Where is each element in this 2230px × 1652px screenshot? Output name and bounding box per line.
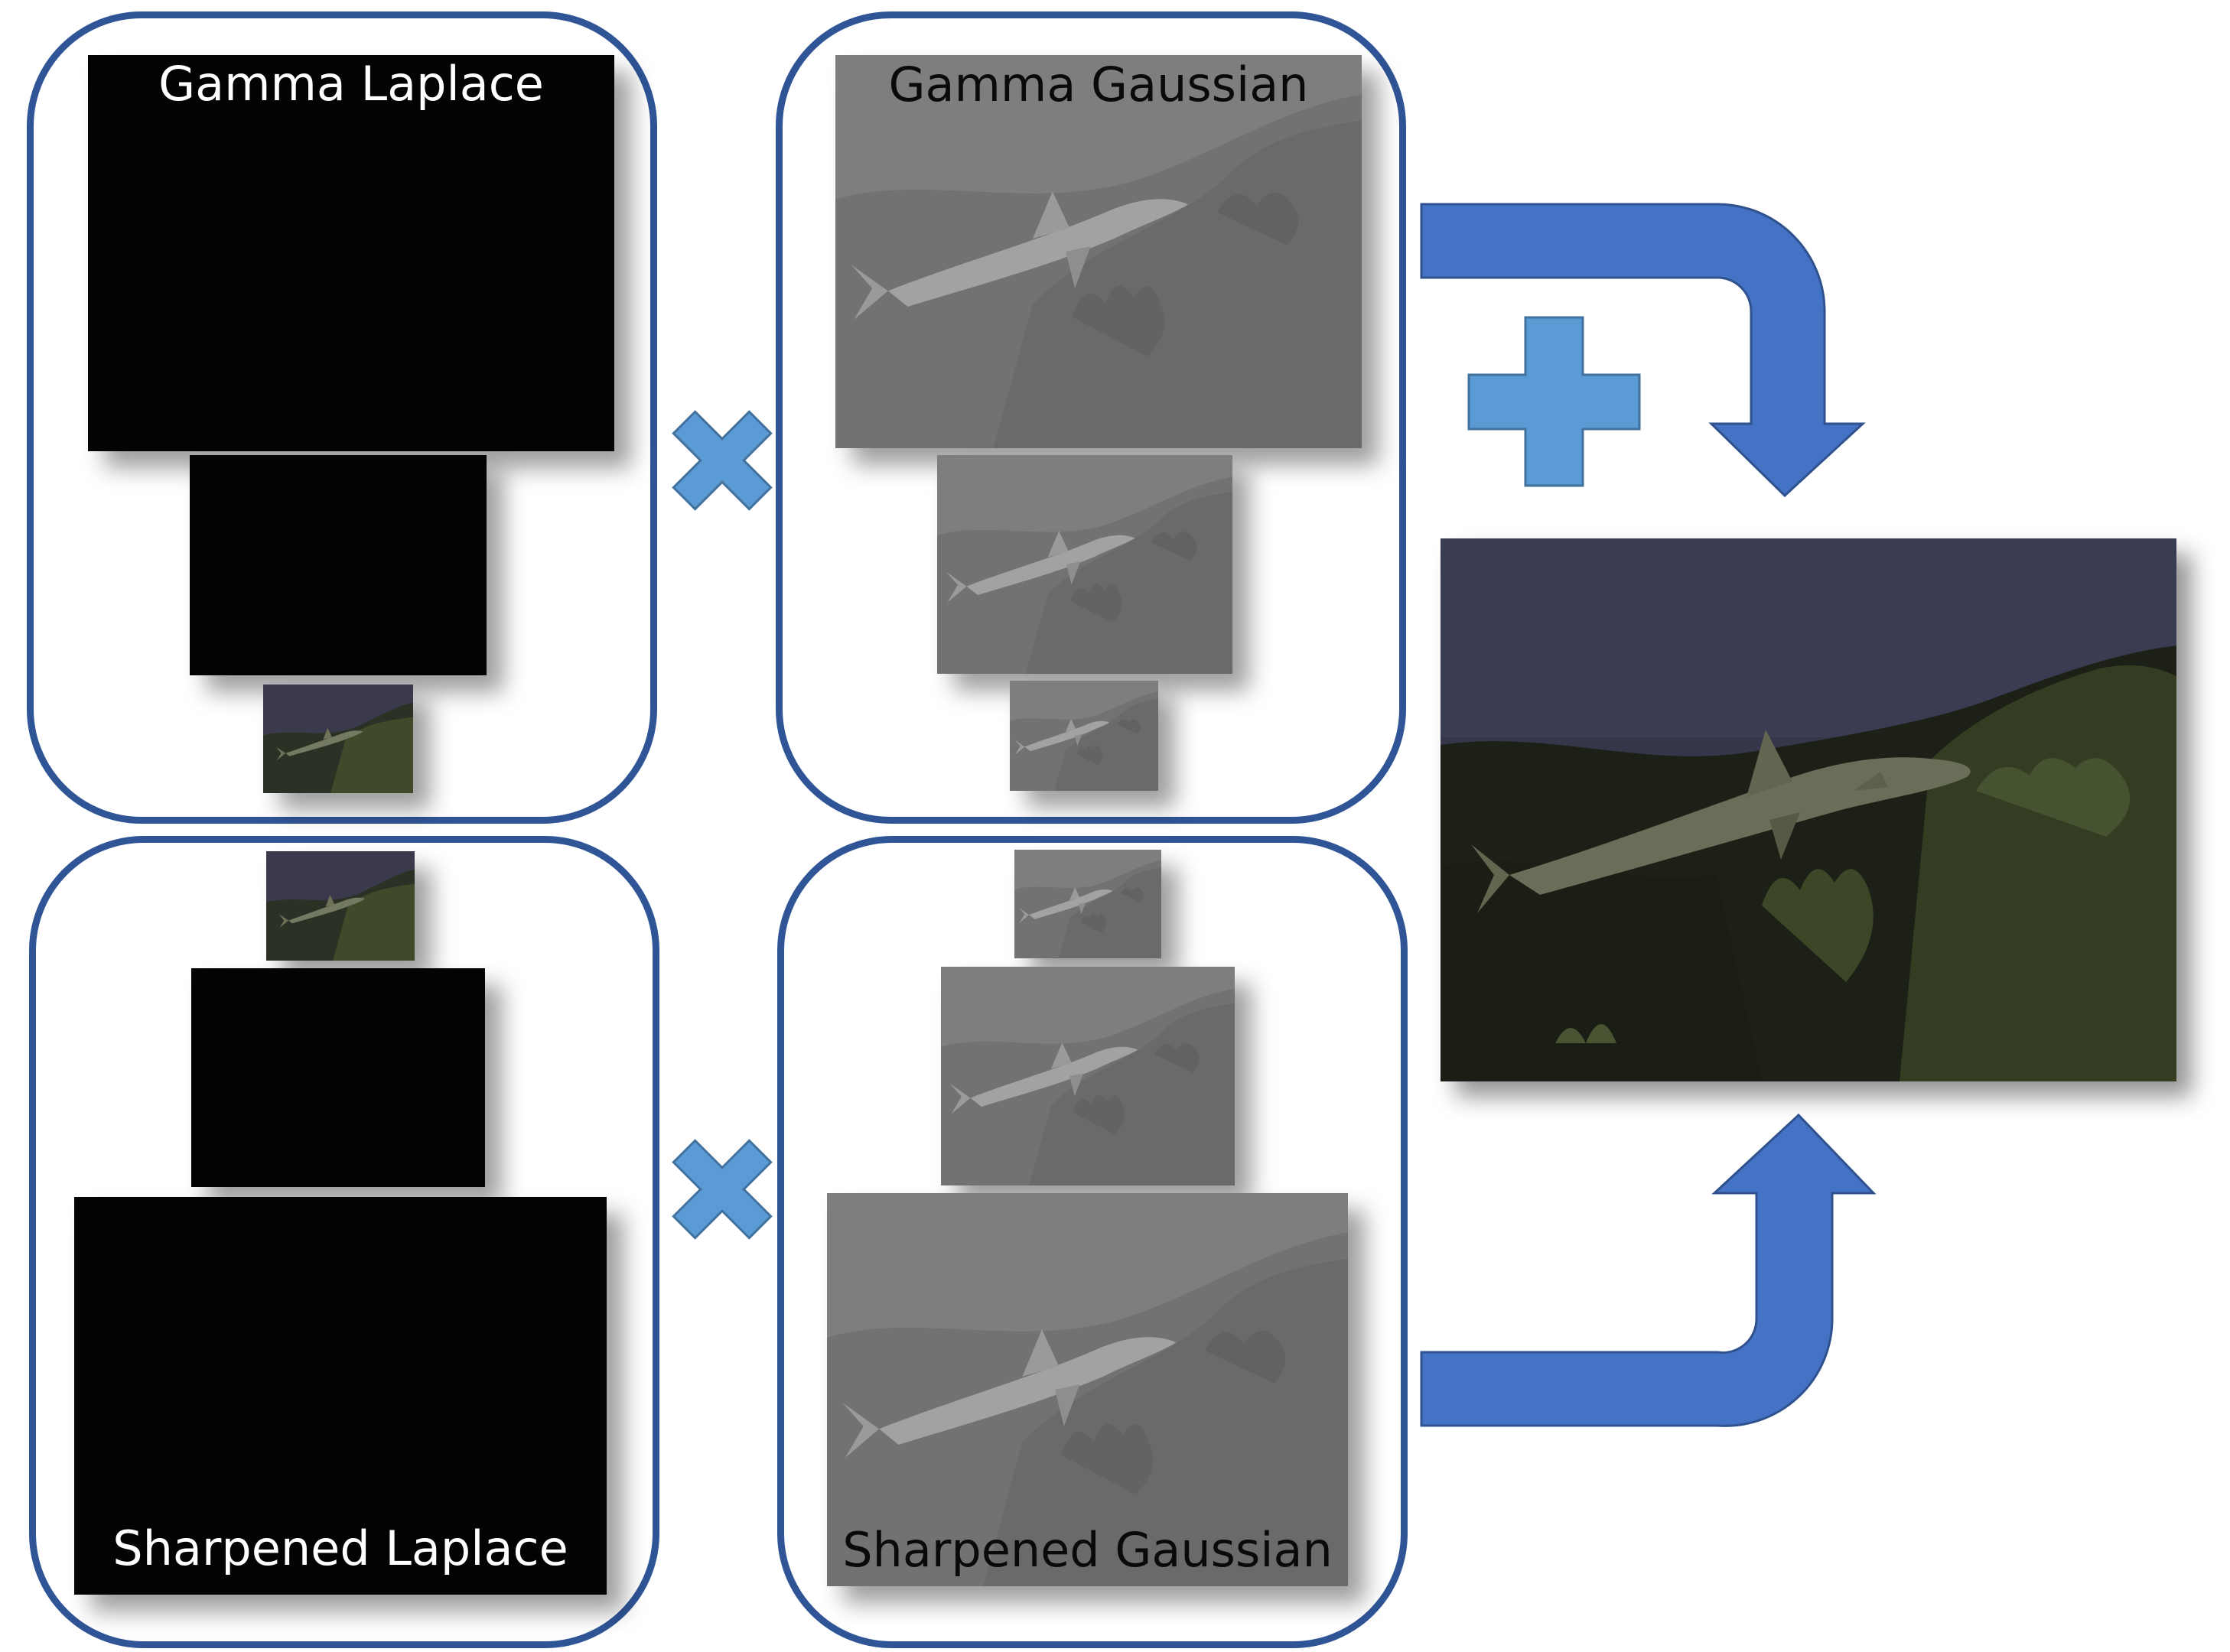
sharpened-gaussian-level-3 xyxy=(1014,850,1161,958)
sharpened-laplace-level-1 xyxy=(74,1197,607,1595)
sharpened-gaussian-level-2-image xyxy=(941,967,1235,1185)
gamma-gaussian-level-1 xyxy=(835,55,1362,448)
gamma-gaussian-level-3-image xyxy=(1010,681,1158,791)
sharpened-gaussian-label: Sharpened Gaussian xyxy=(842,1522,1333,1578)
gamma-laplace-level-1 xyxy=(88,55,614,451)
gamma-gaussian-level-3 xyxy=(1010,681,1158,791)
curved-arrow-up-icon xyxy=(1420,1113,1877,1427)
sharpened-gaussian-level-1 xyxy=(827,1193,1348,1586)
sharpened-gaussian-level-2 xyxy=(941,967,1235,1185)
gamma-gaussian-label: Gamma Gaussian xyxy=(888,57,1309,112)
gamma-laplace-label: Gamma Laplace xyxy=(158,56,544,112)
gamma-laplace-level-3-image xyxy=(263,685,413,793)
sharpened-laplace-level-3 xyxy=(266,851,415,961)
gamma-gaussian-level-2-image xyxy=(937,455,1232,674)
sharpened-laplace-level-3-image xyxy=(266,851,415,961)
plus-icon xyxy=(1467,316,1641,487)
fused-shark-scene xyxy=(1441,538,2176,1081)
gamma-gaussian-level-2 xyxy=(937,455,1232,674)
multiply-icon xyxy=(672,1139,773,1240)
gamma-laplace-level-2 xyxy=(190,455,487,675)
fused-result-image xyxy=(1441,538,2176,1081)
curved-arrow-down-icon xyxy=(1420,203,1866,498)
gamma-gaussian-level-1-image xyxy=(835,55,1362,448)
sharpened-laplace-label: Sharpened Laplace xyxy=(112,1520,568,1576)
gamma-laplace-level-3 xyxy=(263,685,413,793)
sharpened-gaussian-level-3-image xyxy=(1014,850,1161,958)
sharpened-laplace-level-2 xyxy=(191,968,485,1187)
